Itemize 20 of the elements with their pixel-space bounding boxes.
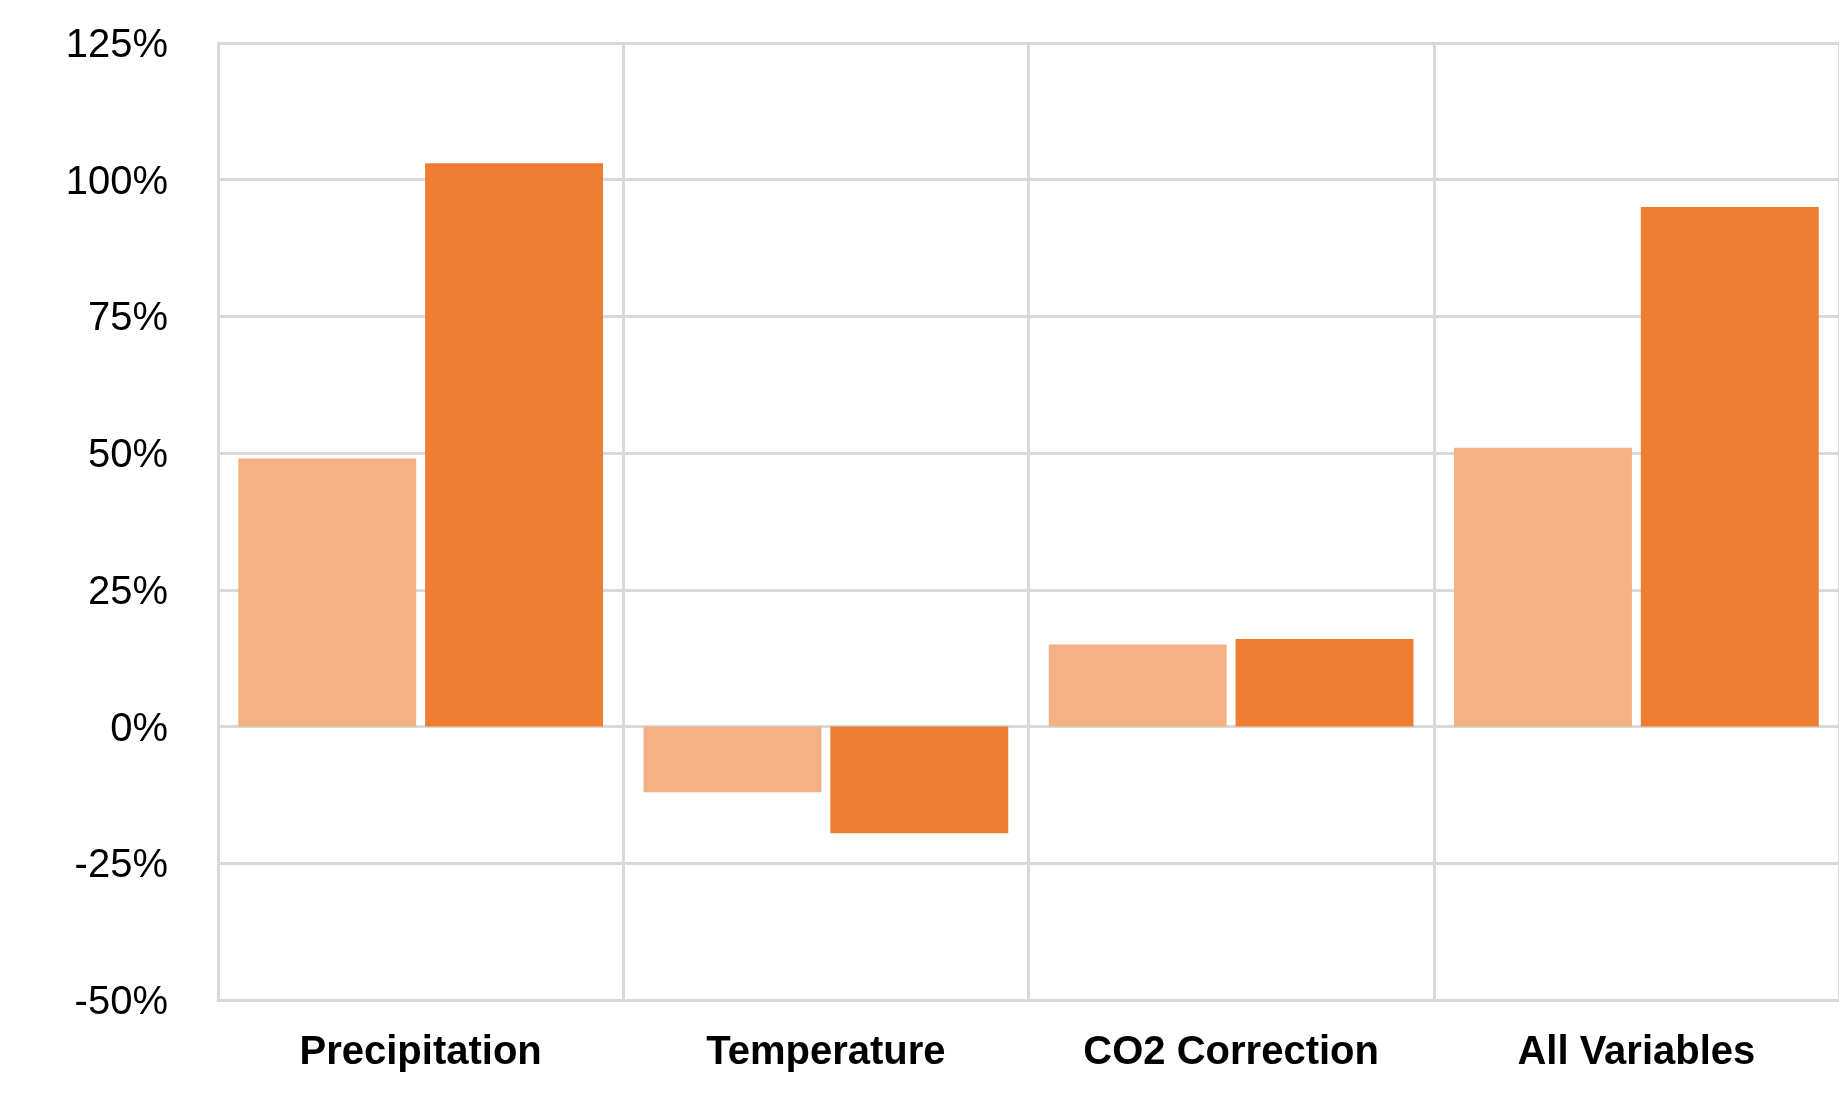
y-tick-label: -25%: [74, 841, 168, 886]
y-tick-label: 25%: [87, 567, 168, 612]
y-tick-label: 125%: [65, 21, 168, 65]
bar: [238, 458, 417, 727]
x-tick-label: CO2 Correction: [1083, 1028, 1379, 1072]
x-tick-label: All Variables: [1517, 1028, 1756, 1072]
bar: [1640, 207, 1819, 727]
y-tick-label: 75%: [87, 294, 168, 339]
x-tick-label: Temperature: [706, 1028, 946, 1072]
y-tick-label: 50%: [87, 431, 168, 476]
bar: [1048, 644, 1227, 727]
bar: [425, 163, 603, 727]
bar: [643, 726, 822, 793]
x-tick-label: Precipitation: [299, 1028, 542, 1072]
bar: [1454, 447, 1632, 727]
bar: [830, 726, 1009, 834]
y-tick-label: 0%: [110, 704, 168, 749]
y-tick-label: -50%: [74, 978, 168, 1022]
y-tick-label: 100%: [65, 157, 168, 202]
bar: [1235, 639, 1414, 727]
